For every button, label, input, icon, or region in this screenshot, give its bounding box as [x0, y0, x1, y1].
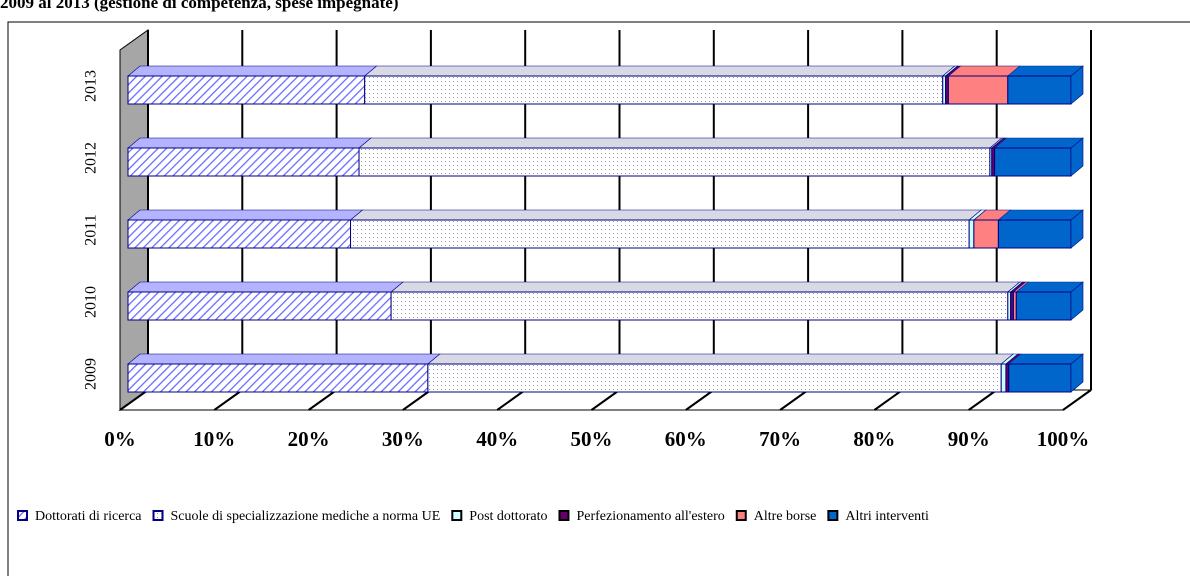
bar — [1008, 363, 1072, 393]
bar — [1007, 75, 1072, 105]
bar-top — [993, 137, 1084, 149]
x-tick-label: 0% — [104, 427, 136, 451]
legend-label: Altre borse — [754, 509, 817, 524]
legend: Dottorati di ricerca Scuole di specializz… — [17, 509, 929, 524]
bar — [127, 219, 352, 249]
x-tick-label: 20% — [288, 427, 330, 451]
legend-swatch — [558, 510, 570, 521]
floor-line — [213, 389, 243, 411]
floor-line — [1062, 389, 1092, 411]
bar — [994, 147, 1072, 177]
bar-side — [1070, 65, 1084, 105]
legend-label: Dottorati di ricerca — [35, 509, 142, 524]
x-tick-label: 40% — [476, 427, 518, 451]
bar-top — [1007, 353, 1084, 365]
legend-label: Perfezionamento all'estero — [576, 509, 724, 524]
bar-top — [363, 65, 956, 77]
y-tick-label: 2012 — [83, 142, 100, 174]
bar-top — [390, 281, 1021, 293]
bar — [947, 75, 1009, 105]
x-tick-label: 100% — [1037, 427, 1090, 451]
bar — [127, 363, 429, 393]
bar — [364, 75, 944, 105]
bar-top — [427, 353, 1015, 365]
bar-side — [1070, 209, 1084, 249]
bar — [350, 219, 970, 249]
floor-line — [968, 389, 998, 411]
bar — [968, 219, 975, 249]
legend-label: Post dottorato — [469, 509, 547, 524]
floor-line — [496, 389, 526, 411]
legend-swatch — [451, 510, 463, 521]
bar-top — [127, 353, 441, 365]
legend-swatch — [152, 510, 164, 521]
floor-line — [402, 389, 432, 411]
legend-swatch — [17, 510, 28, 521]
floor-line — [873, 389, 903, 411]
x-tick-label: 10% — [193, 427, 235, 451]
bar — [427, 363, 1002, 393]
bar — [127, 147, 360, 177]
bar-top — [358, 137, 1003, 149]
bar — [127, 75, 366, 105]
bar-side — [1070, 353, 1084, 393]
bar-top — [127, 137, 372, 149]
y-tick-label: 2011 — [83, 214, 100, 245]
y-tick-label: 2009 — [83, 358, 100, 390]
bar — [390, 291, 1009, 321]
bar-top — [349, 209, 982, 221]
bar-top — [127, 281, 404, 293]
y-tick-label: 2010 — [83, 286, 100, 318]
bar — [127, 291, 392, 321]
chart-title: 2009 al 2013 (gestione di competenza, sp… — [0, 0, 399, 12]
floor-line — [685, 389, 715, 411]
legend-label: Scuole di specializzazione mediche a nor… — [171, 509, 441, 524]
bar — [358, 147, 991, 177]
bar — [997, 219, 1072, 249]
bar-side — [1070, 281, 1084, 321]
bar-top — [127, 209, 364, 221]
floor-line — [119, 389, 149, 411]
legend-label: Altri interventi — [845, 509, 929, 524]
bar-top — [127, 65, 378, 77]
x-tick-label: 70% — [759, 427, 801, 451]
x-tick-label: 30% — [382, 427, 424, 451]
bar — [1000, 363, 1007, 393]
x-tick-label: 90% — [948, 427, 990, 451]
bar-top — [997, 209, 1084, 221]
floor-line — [779, 389, 809, 411]
x-tick-label: 50% — [571, 427, 613, 451]
bar-side — [1070, 137, 1084, 177]
legend-swatch — [827, 510, 839, 521]
x-tick-label: 60% — [665, 427, 707, 451]
bar-top — [947, 65, 1021, 77]
x-tick-label: 80% — [853, 427, 895, 451]
bar — [1015, 291, 1072, 321]
bar-top — [1006, 65, 1084, 77]
bar — [973, 219, 999, 249]
floor-line — [308, 389, 338, 411]
y-tick-label: 2013 — [83, 70, 100, 102]
floor-line — [590, 389, 621, 411]
legend-swatch — [735, 510, 747, 521]
